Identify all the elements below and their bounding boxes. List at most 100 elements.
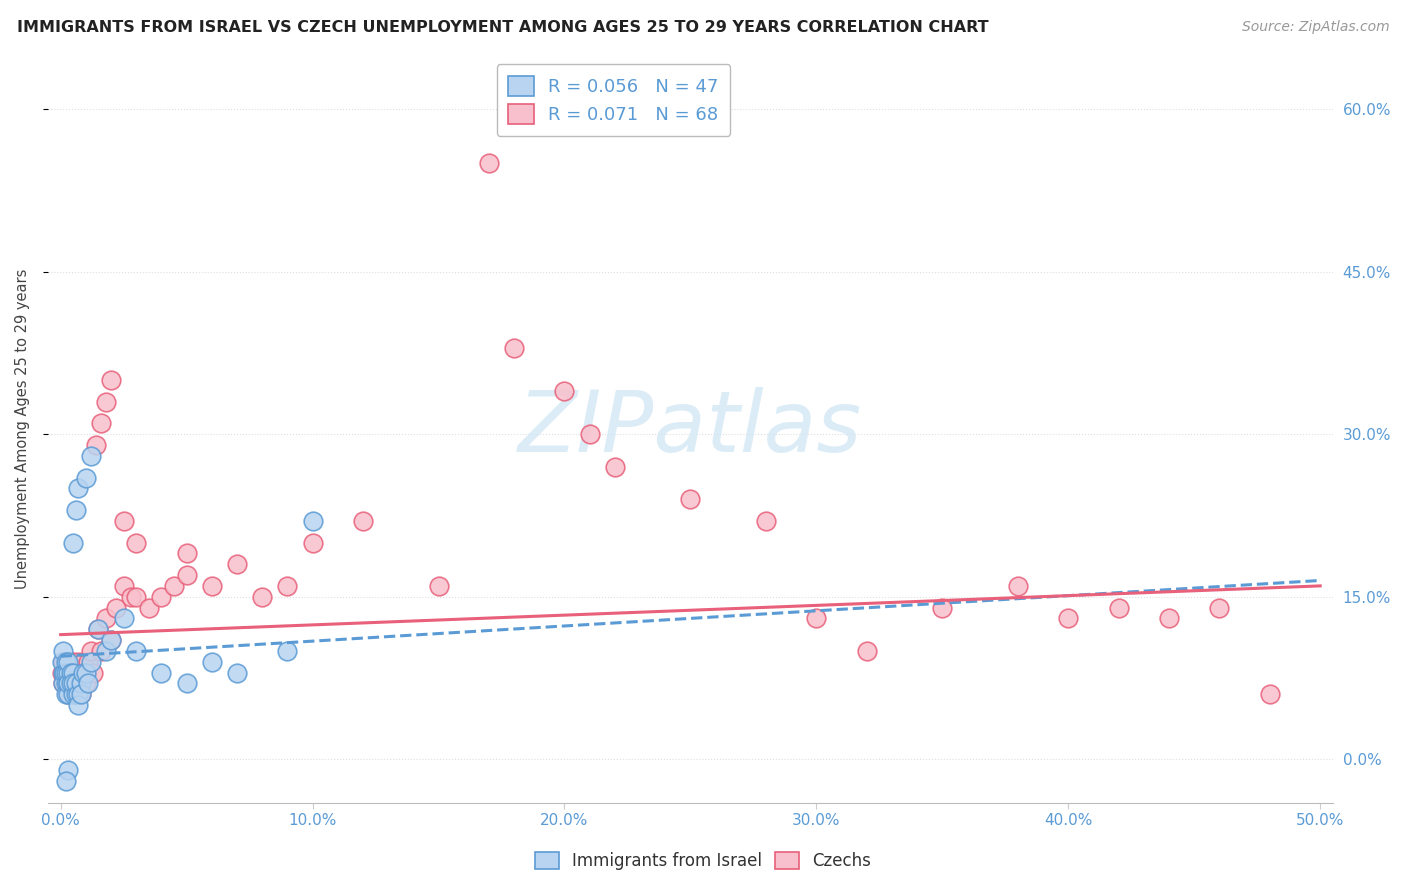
- Point: [276, 579, 298, 593]
- Point: [105, 600, 128, 615]
- Point: [226, 558, 249, 572]
- Point: [51, 655, 73, 669]
- Point: [52, 676, 75, 690]
- Point: [67, 655, 90, 669]
- Point: [55, 655, 77, 669]
- Point: [80, 655, 103, 669]
- Point: [59, 665, 82, 680]
- Point: [478, 156, 501, 170]
- Text: ZIPatlas: ZIPatlas: [519, 387, 862, 470]
- Point: [553, 384, 575, 398]
- Point: [679, 492, 702, 507]
- Point: [52, 644, 75, 658]
- Point: [77, 676, 100, 690]
- Point: [578, 427, 600, 442]
- Point: [62, 665, 84, 680]
- Point: [75, 470, 97, 484]
- Point: [72, 665, 94, 680]
- Point: [69, 687, 91, 701]
- Point: [59, 655, 82, 669]
- Point: [65, 665, 87, 680]
- Point: [112, 514, 135, 528]
- Point: [58, 655, 80, 669]
- Point: [84, 438, 107, 452]
- Point: [75, 676, 97, 690]
- Point: [112, 611, 135, 625]
- Point: [176, 568, 198, 582]
- Point: [276, 644, 298, 658]
- Point: [352, 514, 374, 528]
- Point: [427, 579, 450, 593]
- Point: [67, 698, 90, 712]
- Point: [62, 687, 84, 701]
- Point: [55, 665, 77, 680]
- Point: [62, 535, 84, 549]
- Point: [150, 590, 173, 604]
- Point: [150, 665, 173, 680]
- Point: [90, 417, 112, 431]
- Point: [250, 590, 273, 604]
- Point: [58, 676, 80, 690]
- Point: [51, 665, 73, 680]
- Point: [69, 676, 91, 690]
- Point: [69, 665, 91, 680]
- Point: [58, 763, 80, 777]
- Point: [55, 773, 77, 788]
- Point: [55, 687, 77, 701]
- Point: [58, 665, 80, 680]
- Point: [55, 676, 77, 690]
- Point: [755, 514, 778, 528]
- Point: [58, 676, 80, 690]
- Point: [1208, 600, 1230, 615]
- Point: [100, 633, 122, 648]
- Point: [90, 644, 112, 658]
- Legend: Immigrants from Israel, Czechs: Immigrants from Israel, Czechs: [529, 845, 877, 877]
- Point: [80, 644, 103, 658]
- Point: [226, 665, 249, 680]
- Point: [65, 676, 87, 690]
- Point: [163, 579, 186, 593]
- Point: [53, 665, 76, 680]
- Point: [1108, 600, 1130, 615]
- Point: [138, 600, 160, 615]
- Point: [201, 579, 224, 593]
- Point: [94, 611, 117, 625]
- Point: [603, 459, 626, 474]
- Point: [52, 676, 75, 690]
- Point: [62, 665, 84, 680]
- Point: [58, 687, 80, 701]
- Point: [125, 590, 148, 604]
- Point: [52, 655, 75, 669]
- Point: [55, 676, 77, 690]
- Point: [77, 655, 100, 669]
- Point: [176, 546, 198, 560]
- Point: [59, 676, 82, 690]
- Point: [1057, 611, 1080, 625]
- Point: [75, 665, 97, 680]
- Point: [931, 600, 953, 615]
- Point: [112, 579, 135, 593]
- Point: [59, 676, 82, 690]
- Point: [87, 622, 110, 636]
- Point: [62, 676, 84, 690]
- Point: [62, 655, 84, 669]
- Point: [72, 655, 94, 669]
- Point: [1258, 687, 1281, 701]
- Point: [55, 665, 77, 680]
- Point: [503, 341, 526, 355]
- Point: [125, 644, 148, 658]
- Point: [87, 622, 110, 636]
- Point: [67, 676, 90, 690]
- Point: [80, 449, 103, 463]
- Point: [125, 535, 148, 549]
- Point: [55, 655, 77, 669]
- Point: [94, 644, 117, 658]
- Point: [1157, 611, 1180, 625]
- Point: [65, 687, 87, 701]
- Point: [67, 687, 90, 701]
- Point: [65, 687, 87, 701]
- Point: [120, 590, 142, 604]
- Point: [855, 644, 877, 658]
- Text: IMMIGRANTS FROM ISRAEL VS CZECH UNEMPLOYMENT AMONG AGES 25 TO 29 YEARS CORRELATI: IMMIGRANTS FROM ISRAEL VS CZECH UNEMPLOY…: [17, 20, 988, 35]
- Legend: R = 0.056   N = 47, R = 0.071   N = 68: R = 0.056 N = 47, R = 0.071 N = 68: [496, 64, 730, 136]
